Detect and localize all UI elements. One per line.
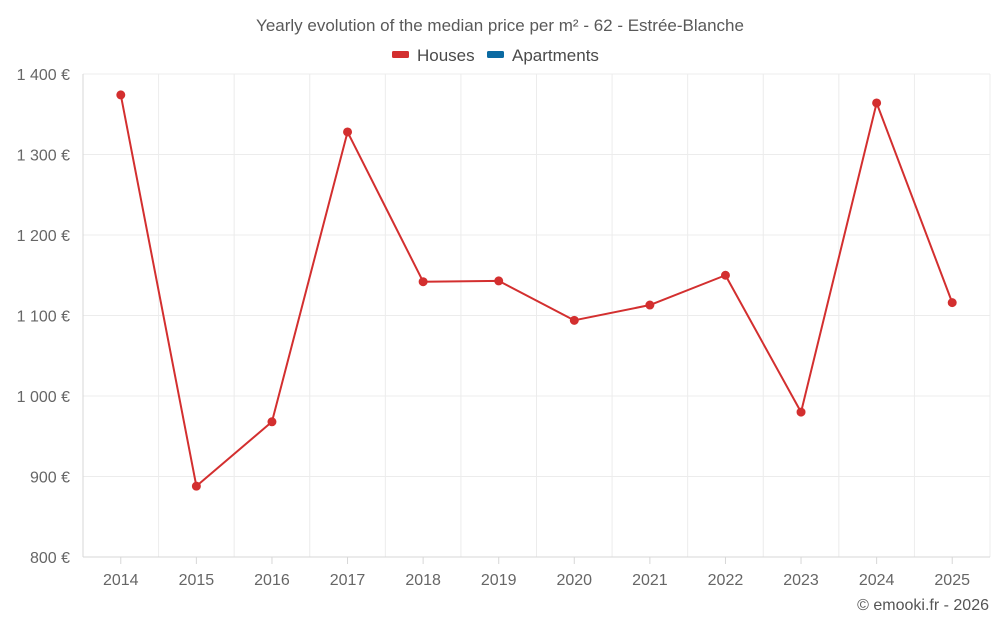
legend-label-apartments: Apartments	[512, 46, 599, 65]
chart-title: Yearly evolution of the median price per…	[256, 16, 744, 35]
y-tick-label: 800 €	[30, 550, 70, 567]
y-tick-label: 900 €	[30, 470, 70, 487]
x-tick-label: 2020	[556, 572, 592, 589]
legend-swatch-apartments	[487, 51, 504, 58]
data-point-houses-2023[interactable]	[796, 407, 806, 417]
x-tick-label: 2024	[859, 572, 895, 589]
data-point-houses-2021[interactable]	[645, 300, 655, 310]
legend: Houses Apartments	[392, 46, 599, 65]
data-point-houses-2018[interactable]	[418, 277, 428, 287]
x-tick-label: 2025	[934, 572, 970, 589]
legend-label-houses: Houses	[417, 46, 475, 65]
y-axis-labels: 800 € 900 € 1 000 € 1 100 € 1 200 € 1 300 € 1 …	[17, 67, 70, 567]
data-point-houses-2022[interactable]	[720, 270, 730, 280]
x-tick-label: 2022	[708, 572, 744, 589]
chart-credit: © emooki.fr - 2026	[857, 597, 989, 614]
x-tick-label: 2023	[783, 572, 819, 589]
series-layer	[116, 90, 957, 491]
x-tick-label: 2015	[179, 572, 215, 589]
data-point-houses-2025[interactable]	[947, 298, 957, 308]
legend-item-houses[interactable]: Houses	[392, 46, 475, 65]
series-line-houses	[119, 93, 954, 488]
data-point-houses-2024[interactable]	[872, 98, 882, 108]
x-tick-label: 2018	[405, 572, 441, 589]
x-tick-label: 2014	[103, 572, 139, 589]
data-point-houses-2020[interactable]	[569, 315, 579, 325]
x-tick-label: 2016	[254, 572, 290, 589]
y-tick-label: 1 100 €	[17, 309, 70, 326]
x-tick-label: 2019	[481, 572, 517, 589]
y-tick-label: 1 400 €	[17, 67, 70, 84]
data-point-houses-2015[interactable]	[191, 481, 201, 491]
data-point-houses-2014[interactable]	[116, 90, 126, 100]
data-point-houses-2016[interactable]	[267, 417, 277, 427]
axis-layer	[82, 74, 990, 564]
x-axis-labels: 2014 2015 2016 2017 2018 2019 2020 2021 2022 2023…	[103, 572, 970, 589]
legend-swatch-houses	[392, 51, 409, 58]
legend-item-apartments[interactable]: Apartments	[487, 46, 599, 65]
y-tick-label: 1 200 €	[17, 228, 70, 245]
y-tick-label: 1 300 €	[17, 148, 70, 165]
grid-layer	[82, 73, 991, 557]
data-point-houses-2017[interactable]	[343, 127, 353, 137]
y-tick-label: 1 000 €	[17, 389, 70, 406]
data-point-houses-2019[interactable]	[494, 276, 504, 286]
x-tick-label: 2021	[632, 572, 668, 589]
x-tick-label: 2017	[330, 572, 366, 589]
